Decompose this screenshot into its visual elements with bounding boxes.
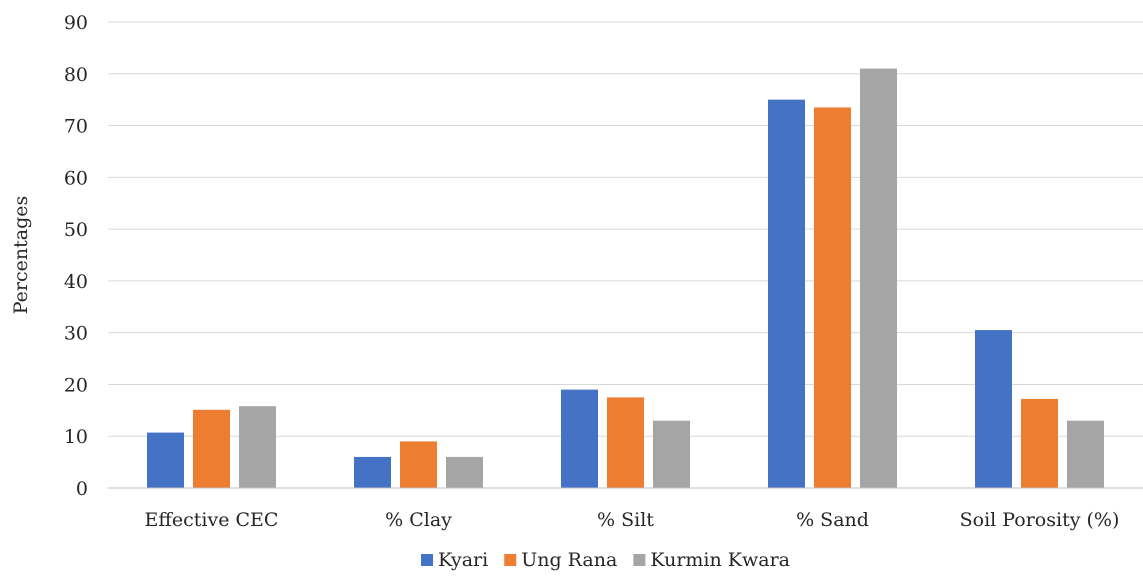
legend-label: Kurmin Kwara [650, 549, 790, 571]
legend: Kyari Ung Rana Kurmin Kwara [421, 549, 790, 571]
x-category-label: Effective CEC [145, 509, 279, 531]
y-tick-label: 70 [64, 116, 88, 138]
y-tick-label: 10 [64, 426, 88, 448]
x-category-label: Soil Porosity (%) [960, 509, 1120, 531]
bar-kurmin-kwara [446, 456, 483, 488]
x-category-label: % Clay [385, 509, 452, 531]
bar-ung-rana [814, 107, 851, 488]
legend-label: Kyari [438, 549, 488, 571]
y-tick-label: 0 [76, 478, 88, 500]
y-tick-label: 50 [64, 219, 88, 241]
x-category-label: % Sand [796, 509, 869, 531]
y-tick-label: 30 [64, 323, 88, 345]
y-tick-label: 80 [64, 64, 88, 86]
bar-ung-rana [193, 409, 230, 488]
bar-kurmin-kwara [860, 68, 897, 488]
bar-kyari [975, 330, 1012, 488]
bar-kurmin-kwara [1067, 420, 1104, 488]
legend-swatch [633, 554, 646, 566]
bar-kyari [354, 456, 391, 488]
x-category-label: % Silt [597, 509, 654, 531]
bar-ung-rana [1021, 398, 1058, 488]
y-axis-label: Percentages [10, 196, 32, 315]
y-tick-label: 60 [64, 167, 88, 189]
bars [147, 68, 1104, 489]
legend-swatch [504, 554, 517, 566]
bar-kurmin-kwara [239, 406, 276, 488]
y-tick-label: 90 [64, 12, 88, 34]
gridlines [108, 21, 1143, 437]
bar-kurmin-kwara [653, 420, 690, 488]
category-labels: Effective CEC % Clay % Silt % Sand Soil Poro… [145, 509, 1120, 531]
bar-kyari [147, 432, 184, 488]
bar-ung-rana [607, 397, 644, 488]
bar-kyari [768, 99, 805, 489]
legend-swatch [421, 554, 434, 566]
bar-kyari [561, 389, 598, 488]
bar-ung-rana [400, 441, 437, 488]
y-tick-label: 20 [64, 374, 88, 396]
y-tick-label: 40 [64, 271, 88, 293]
legend-label: Ung Rana [521, 549, 617, 571]
y-axis-ticks: 0 10 20 30 40 50 60 70 80 90 [64, 12, 88, 500]
